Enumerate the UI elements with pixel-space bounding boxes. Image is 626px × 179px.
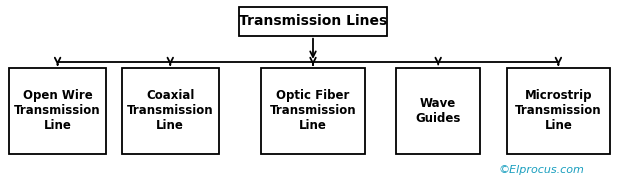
Bar bbox=[261, 68, 364, 154]
Bar bbox=[239, 7, 386, 36]
Text: Transmission Lines: Transmission Lines bbox=[239, 14, 387, 28]
Text: Wave
Guides: Wave Guides bbox=[416, 97, 461, 125]
Bar bbox=[507, 68, 610, 154]
Bar bbox=[9, 68, 106, 154]
Text: Optic Fiber
Transmission
Line: Optic Fiber Transmission Line bbox=[270, 90, 356, 132]
Text: Coaxial
Transmission
Line: Coaxial Transmission Line bbox=[127, 90, 213, 132]
Text: Open Wire
Transmission
Line: Open Wire Transmission Line bbox=[14, 90, 101, 132]
Text: Microstrip
Transmission
Line: Microstrip Transmission Line bbox=[515, 90, 602, 132]
Text: ©Elprocus.com: ©Elprocus.com bbox=[498, 165, 585, 175]
Bar bbox=[121, 68, 219, 154]
Bar bbox=[396, 68, 481, 154]
